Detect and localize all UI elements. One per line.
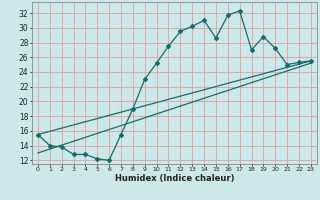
X-axis label: Humidex (Indice chaleur): Humidex (Indice chaleur): [115, 174, 234, 183]
